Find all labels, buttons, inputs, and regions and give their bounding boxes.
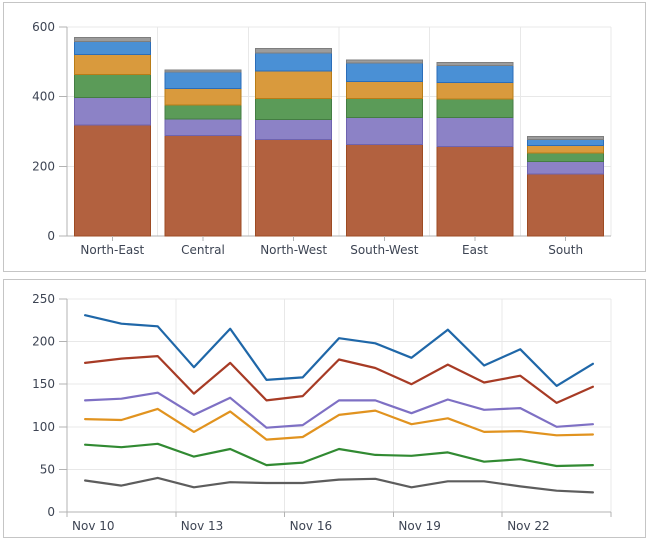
bar-segment-north-east-orange[interactable] [73, 54, 151, 75]
category-label: North-East [80, 243, 144, 257]
bar-segment-north-east-green[interactable] [73, 73, 151, 98]
category-label: South-West [350, 243, 419, 257]
x-tick-label: Nov 13 [181, 519, 224, 533]
bar-segment-south-west-blue[interactable] [345, 62, 423, 83]
bar-segment-south-red[interactable] [527, 173, 605, 237]
bar-segment-north-east-red[interactable] [73, 124, 151, 237]
bar-segment-south-gray[interactable] [527, 136, 605, 141]
y-tick-label: 200 [32, 159, 55, 173]
bar-segment-east-green[interactable] [436, 98, 514, 119]
bar-segment-north-east-purple[interactable] [73, 96, 151, 126]
line-series-gray[interactable] [83, 476, 595, 494]
bar-segment-south-purple[interactable] [527, 160, 605, 175]
bar-segment-east-blue[interactable] [436, 64, 514, 84]
category-label: East [462, 243, 488, 257]
bar-segment-south-orange[interactable] [527, 144, 605, 154]
stacked-bar-chart: 0 200 400 600 North-East Central North-West Sou… [32, 20, 612, 257]
y-tick-label: 600 [32, 20, 55, 34]
line-chart: 0 50 100 150 200 250 Nov 10 Nov 13 Nov 16 Nov 19 N… [32, 292, 612, 533]
bar-segment-east-orange[interactable] [436, 82, 514, 100]
y-tick-label: 400 [32, 90, 55, 104]
y-tick-label: 50 [40, 462, 55, 476]
bar-segment-south-west-green[interactable] [345, 97, 423, 119]
x-tick-label: Nov 22 [507, 519, 550, 533]
bar-segment-central-blue[interactable] [164, 71, 242, 89]
bar-segment-north-west-blue[interactable] [255, 52, 333, 72]
line-series-blue[interactable] [83, 314, 595, 388]
bar-segment-south-west-orange[interactable] [345, 81, 423, 99]
bar-segment-north-west-red[interactable] [255, 139, 333, 237]
y-tick-label: 150 [32, 377, 55, 391]
category-label: Central [181, 243, 225, 257]
y-tick-label: 0 [47, 505, 55, 519]
category-label: North-West [260, 243, 327, 257]
y-tick-label: 200 [32, 335, 55, 349]
bar-segment-north-east-gray[interactable] [73, 36, 151, 43]
stacked-bar-chart-panel: 0 200 400 600 North-East Central North-West Sou… [3, 2, 646, 272]
x-tick-label: Nov 19 [398, 519, 441, 533]
line-series-orange[interactable] [83, 407, 595, 441]
y-tick-label: 0 [47, 229, 55, 243]
x-tick-label: Nov 10 [72, 519, 115, 533]
bar-segment-east-red[interactable] [436, 145, 514, 237]
x-tick-label: Nov 16 [290, 519, 333, 533]
bar-segment-east-purple[interactable] [436, 117, 514, 147]
bar-segment-north-west-orange[interactable] [255, 70, 333, 99]
bar-segment-south-west-red[interactable] [345, 143, 423, 237]
bar-segment-north-west-purple[interactable] [255, 118, 333, 141]
bar-segment-central-orange[interactable] [164, 87, 242, 106]
bar-segment-central-red[interactable] [164, 135, 242, 237]
bar-segment-central-green[interactable] [164, 104, 242, 120]
bar-segment-east-gray[interactable] [436, 62, 514, 66]
line-chart-panel: 0 50 100 150 200 250 Nov 10 Nov 13 Nov 16 Nov 19 N… [3, 279, 646, 538]
line-series-purple[interactable] [83, 391, 595, 429]
bar-segment-south-west-purple[interactable] [345, 117, 423, 145]
bar-segment-central-purple[interactable] [164, 118, 242, 137]
bar-segment-south-west-gray[interactable] [345, 59, 423, 64]
bar-segment-north-west-green[interactable] [255, 97, 333, 120]
category-label: South [548, 243, 583, 257]
bar-segment-north-east-blue[interactable] [73, 41, 151, 56]
y-tick-label: 250 [32, 292, 55, 306]
y-tick-label: 100 [32, 420, 55, 434]
line-series-red[interactable] [83, 354, 595, 405]
bar-segment-central-gray[interactable] [164, 69, 242, 73]
bar-segment-south-green[interactable] [527, 152, 605, 162]
line-series-green[interactable] [83, 442, 595, 468]
bar-segment-north-west-gray[interactable] [255, 48, 333, 54]
bar-segment-south-blue[interactable] [527, 139, 605, 146]
